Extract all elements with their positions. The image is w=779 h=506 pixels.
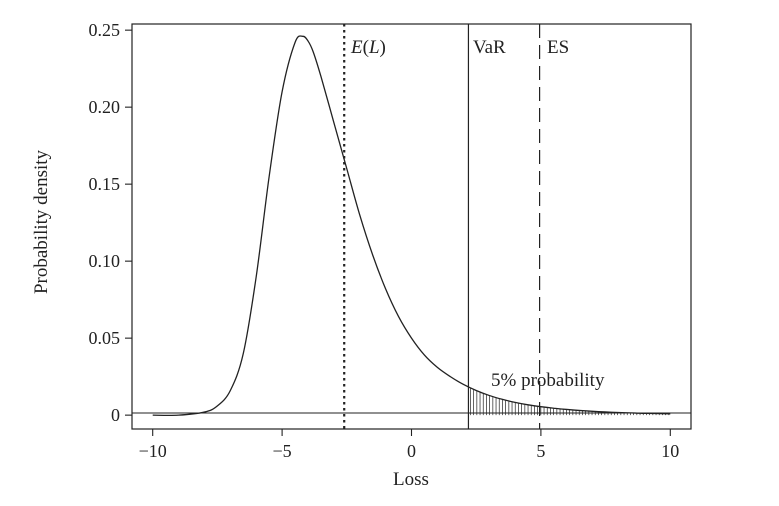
expected-loss-label: E(L) (350, 37, 386, 58)
y-tick-label: 0.25 (89, 20, 121, 40)
y-tick-label: 0.10 (89, 251, 121, 271)
y-tick-label: 0.15 (89, 174, 121, 194)
x-tick-label: 5 (536, 441, 545, 461)
x-axis-label: Loss (393, 469, 429, 490)
axis-ticks: −10 −5 0 5 10 0 0.05 0.10 0.15 0.20 0.25 (89, 20, 680, 461)
y-tick-label: 0.05 (89, 328, 121, 348)
density-curve (152, 35, 671, 417)
es-label: ES (547, 37, 569, 58)
tail-probability-label: 5% probability (491, 370, 605, 391)
plot-frame (131, 23, 692, 430)
x-tick-label: −10 (139, 441, 167, 461)
y-tick-label: 0 (111, 405, 120, 425)
x-tick-label: 0 (407, 441, 416, 461)
y-tick-label: 0.20 (89, 97, 121, 117)
tail-hatch (470, 387, 670, 416)
y-axis-label: Probability density (31, 149, 52, 294)
var-label: VaR (473, 37, 506, 58)
reference-lines (343, 24, 541, 429)
x-tick-label: 10 (661, 441, 679, 461)
x-tick-label: −5 (273, 441, 292, 461)
